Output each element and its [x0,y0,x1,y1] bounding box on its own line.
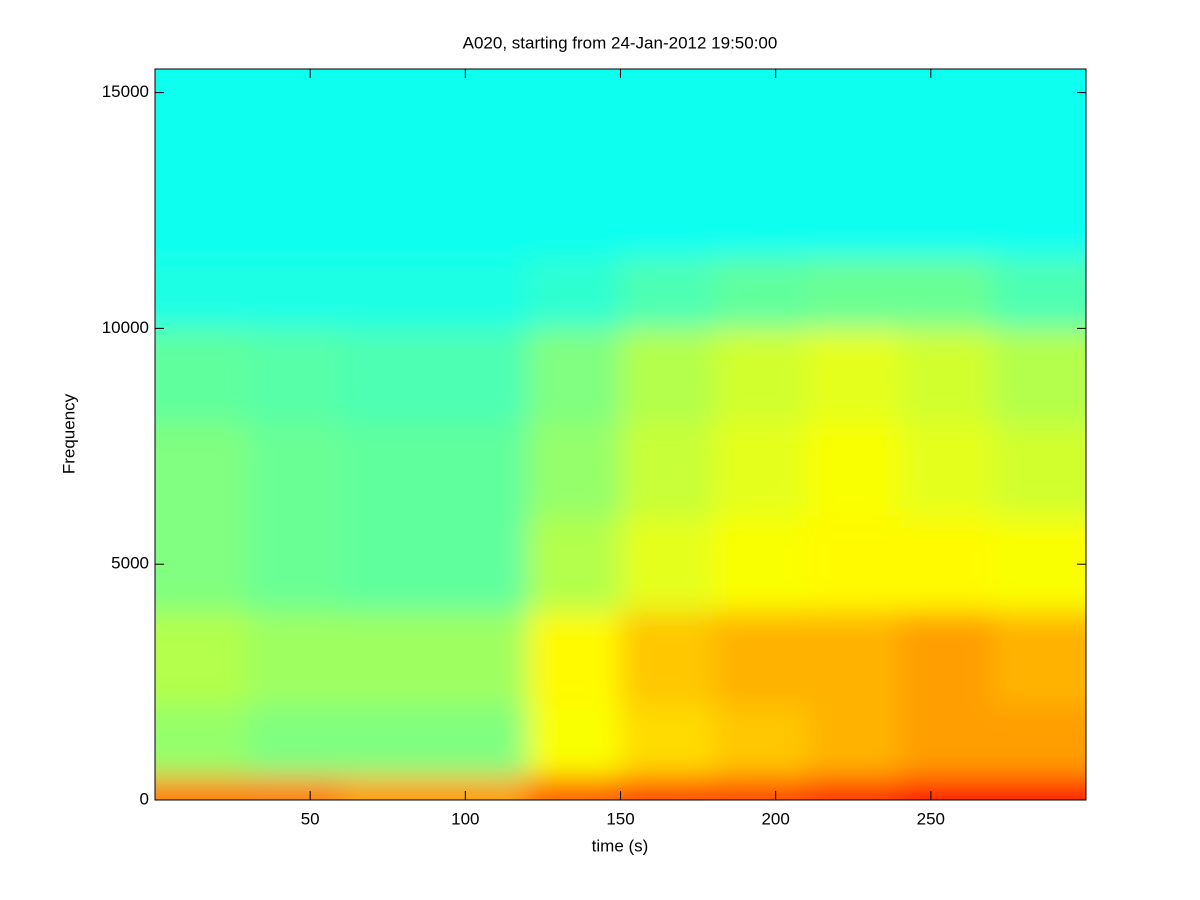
heatmap-cell [992,69,1086,259]
heatmap-cell [992,257,1086,329]
heatmap-cell [527,611,621,707]
heatmap-cell [248,257,342,329]
heatmap-cell [899,328,994,424]
heatmap-cell [620,69,715,259]
heatmap-cell [899,69,994,259]
heatmap-cell [341,517,435,612]
heatmap-cell [713,328,808,424]
heatmap-cell [248,69,342,259]
heatmap-cell [992,705,1086,777]
heatmap-cell [155,69,249,259]
heatmap-cell [248,517,342,612]
heatmap-cell [527,422,621,518]
axes: 50 100 150 200 250 0 5000 10000 15000 [102,68,1087,828]
heatmap-cell [806,611,901,707]
heatmap-cell [806,328,901,424]
chart-title: A020, starting from 24-Jan-2012 19:50:00 [463,33,778,52]
x-tick-label: 100 [451,809,479,828]
heatmap-cell [713,69,808,259]
heatmap-cell [155,328,249,424]
spectrogram [155,69,1086,800]
heatmap-cell [341,69,435,259]
x-tick-label: 250 [917,809,945,828]
heatmap-cell [527,69,621,259]
x-tick-label: 50 [301,809,320,828]
heatmap-cell [899,776,994,800]
heatmap-cell [341,776,435,800]
heatmap-cell [527,776,621,800]
heatmap-cell [434,257,528,329]
heatmap-cell [992,422,1086,518]
heatmap-cell [899,611,994,707]
heatmap-cell [620,517,715,612]
heatmap-cell [155,257,249,329]
heatmap-cell [992,328,1086,424]
heatmap-cell [992,611,1086,707]
heatmap-cell [992,776,1086,800]
x-tick-label: 150 [606,809,634,828]
heatmap-cell [248,776,342,800]
heatmap-cell [899,257,994,329]
heatmap-cell [713,776,808,800]
heatmap-cell [620,705,715,777]
heatmap-cell [713,422,808,518]
heatmap-cell [434,69,528,259]
heatmap-cell [806,776,901,800]
heatmap-cell [620,257,715,329]
heatmap-cell [620,328,715,424]
heatmap-cell [248,328,342,424]
y-axis-label: Frequency [59,393,78,474]
heatmap-cell [527,517,621,612]
heatmap-cell [713,257,808,329]
heatmap-cell [341,611,435,707]
heatmap-cell [992,517,1086,612]
heatmap-cell [434,776,528,800]
heatmap-cell [155,611,249,707]
heatmap-cell [899,517,994,612]
heatmap-cell [434,705,528,777]
heatmap-cell [620,611,715,707]
heatmap-cell [155,422,249,518]
heatmap-cell [713,611,808,707]
heatmap-cell [155,517,249,612]
x-axis-label: time (s) [592,836,649,855]
heatmap-cell [806,705,901,777]
heatmap-cell [341,422,435,518]
heatmap-cell [806,517,901,612]
heatmap-cell [248,422,342,518]
y-tick-label: 0 [140,789,149,808]
heatmap-cell [341,705,435,777]
heatmap-cell [341,328,435,424]
heatmap-cell [713,705,808,777]
heatmap-cell [806,69,901,259]
heatmap-cell [527,328,621,424]
y-tick-label: 5000 [111,554,149,573]
heatmap-cell [713,517,808,612]
heatmap-cell [248,705,342,777]
heatmap-cell [434,422,528,518]
heatmap-cell [620,422,715,518]
heatmap-cell [806,257,901,329]
heatmap-cell [155,705,249,777]
heatmap-cell [341,257,435,329]
heatmap-cell [248,611,342,707]
heatmap-cell [899,705,994,777]
heatmap-cell [155,776,249,800]
heatmap-cell [434,328,528,424]
heatmap-cell [806,422,901,518]
heatmap-cell [434,611,528,707]
heatmap-cell [899,422,994,518]
x-tick-label: 200 [761,809,789,828]
heatmap-cell [620,776,715,800]
y-tick-label: 15000 [102,82,149,101]
y-tick-label: 10000 [102,318,149,337]
heatmap-cell [527,257,621,329]
heatmap-cell [434,517,528,612]
heatmap-cell [527,705,621,777]
